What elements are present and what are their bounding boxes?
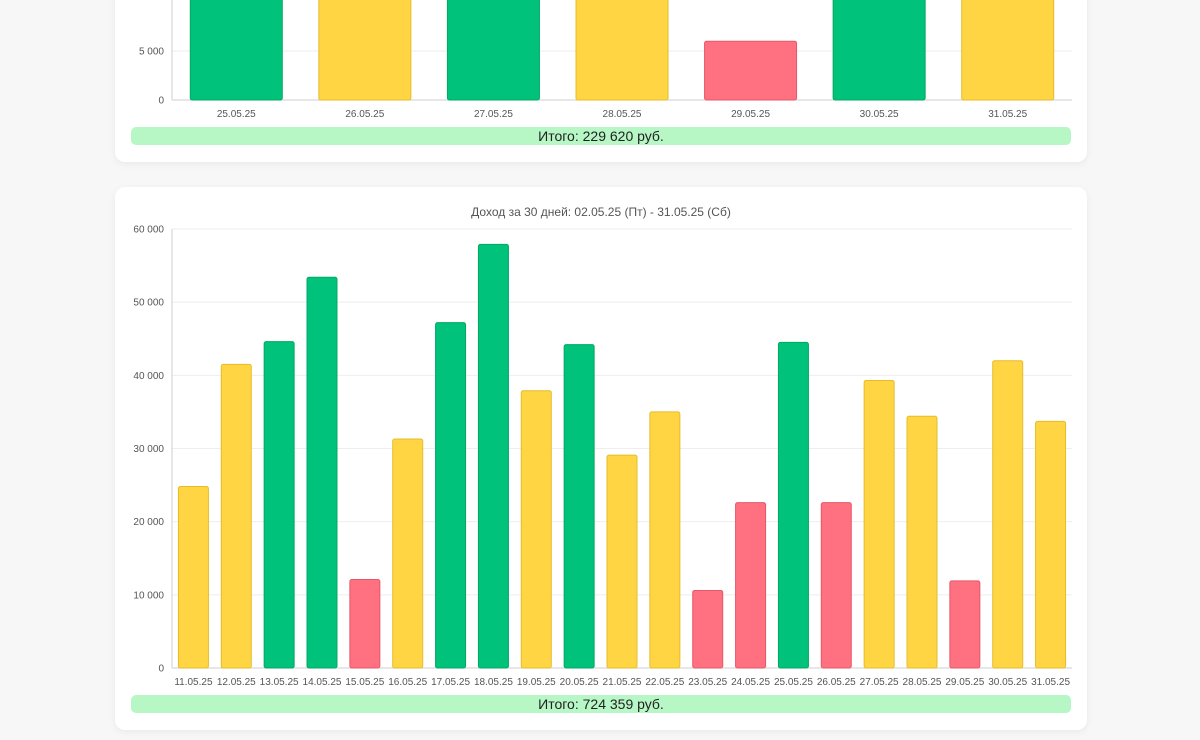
y-tick-label: 20 000	[133, 517, 164, 528]
x-tick-label: 28.05.25	[903, 677, 942, 688]
x-tick-label: 19.05.25	[517, 677, 556, 688]
x-tick-label: 27.05.25	[860, 677, 899, 688]
chart-title: Доход за 30 дней: 02.05.25 (Пт) - 31.05.…	[471, 205, 731, 219]
bar-25.05.25[interactable]	[777, 341, 809, 669]
x-tick-label: 14.05.25	[303, 677, 342, 688]
bar-15.05.25[interactable]	[349, 578, 381, 669]
weekly-income-chart: 0 5 000 25.05.25 26.05.25 27.05.25 28.05.25 29…	[139, 0, 1072, 120]
y-tick-label: 30 000	[133, 444, 164, 455]
bar-18.05.25[interactable]	[477, 243, 509, 669]
x-tick-label: 11.05.25	[174, 677, 213, 688]
bar-29.05.25[interactable]	[949, 580, 981, 669]
x-tick-label: 27.05.25	[474, 109, 513, 120]
y-tick-label: 50 000	[133, 298, 164, 309]
y-tick-label: 10 000	[133, 590, 164, 601]
bar-30.05.25[interactable]	[832, 0, 926, 101]
x-tick-label: 22.05.25	[645, 677, 684, 688]
x-tick-label: 24.05.25	[731, 677, 770, 688]
x-tick-label: 26.05.25	[817, 677, 856, 688]
weekly-income-card: 0 5 000 25.05.25 26.05.25 27.05.25 28.05.25 29…	[115, 0, 1087, 162]
monthly-income-chart: Доход за 30 дней: 02.05.25 (Пт) - 31.05.…	[133, 205, 1072, 688]
bar-25.05.25[interactable]	[189, 0, 283, 101]
bar-30.05.25[interactable]	[992, 360, 1024, 669]
x-tick-label: 20.05.25	[560, 677, 599, 688]
bar-17.05.25[interactable]	[435, 322, 467, 669]
bar-31.05.25[interactable]	[1035, 420, 1067, 669]
x-tick-label: 29.05.25	[945, 677, 984, 688]
bar-24.05.25[interactable]	[735, 502, 767, 669]
monthly-income-card: Доход за 30 дней: 02.05.25 (Пт) - 31.05.…	[115, 187, 1087, 730]
x-tick-label: 30.05.25	[860, 109, 899, 120]
x-tick-label: 12.05.25	[217, 677, 256, 688]
y-tick-label: 5 000	[139, 47, 164, 58]
x-tick-label: 17.05.25	[431, 677, 470, 688]
bar-28.05.25[interactable]	[906, 415, 938, 669]
bar-27.05.25[interactable]	[863, 379, 895, 669]
bar-27.05.25[interactable]	[446, 0, 540, 101]
bar-13.05.25[interactable]	[263, 341, 295, 669]
x-tick-label: 25.05.25	[217, 109, 256, 120]
bar-26.05.25[interactable]	[318, 0, 412, 101]
bar-20.05.25[interactable]	[563, 344, 595, 669]
x-tick-label: 29.05.25	[731, 109, 770, 120]
x-tick-label: 23.05.25	[688, 677, 727, 688]
bar-31.05.25[interactable]	[961, 0, 1055, 101]
bar-12.05.25[interactable]	[220, 363, 252, 669]
bar-14.05.25[interactable]	[306, 276, 338, 669]
bar-22.05.25[interactable]	[649, 411, 681, 669]
bar-29.05.25[interactable]	[704, 40, 798, 101]
y-tick-label: 0	[158, 96, 164, 107]
bar-11.05.25[interactable]	[177, 486, 209, 669]
bar-19.05.25[interactable]	[520, 390, 552, 669]
bar-21.05.25[interactable]	[606, 454, 638, 669]
bar-28.05.25[interactable]	[575, 0, 669, 101]
x-tick-label: 26.05.25	[345, 109, 384, 120]
x-tick-label: 28.05.25	[603, 109, 642, 120]
x-tick-label: 16.05.25	[388, 677, 427, 688]
x-tick-label: 31.05.25	[988, 109, 1027, 120]
x-tick-label: 31.05.25	[1031, 677, 1070, 688]
bar-23.05.25[interactable]	[692, 589, 724, 669]
monthly-total: Итого: 724 359 руб.	[131, 695, 1071, 713]
x-tick-label: 25.05.25	[774, 677, 813, 688]
x-tick-label: 21.05.25	[603, 677, 642, 688]
x-tick-label: 18.05.25	[474, 677, 513, 688]
weekly-total: Итого: 229 620 руб.	[131, 127, 1071, 145]
y-tick-label: 40 000	[133, 371, 164, 382]
bar-16.05.25[interactable]	[392, 438, 424, 669]
x-tick-label: 30.05.25	[988, 677, 1027, 688]
y-tick-label: 60 000	[133, 225, 164, 236]
bar-26.05.25[interactable]	[820, 502, 852, 669]
y-tick-label: 0	[158, 664, 164, 675]
x-tick-label: 13.05.25	[260, 677, 299, 688]
x-tick-label: 15.05.25	[345, 677, 384, 688]
